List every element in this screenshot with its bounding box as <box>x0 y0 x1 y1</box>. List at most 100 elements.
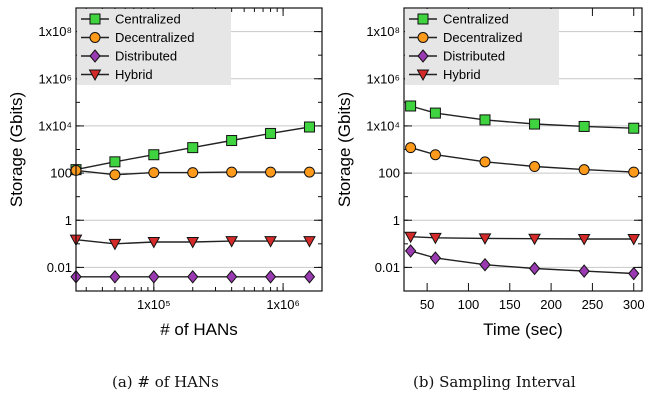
x-tick-label: 200 <box>540 297 562 312</box>
data-point-decentralized <box>226 166 238 178</box>
y-tick-label: 1x10⁶ <box>38 71 72 86</box>
x-tick-label: 300 <box>623 297 645 312</box>
y-tick-label: 0.01 <box>47 260 72 275</box>
series-line-decentralized <box>410 146 634 173</box>
data-point-distributed <box>264 270 277 284</box>
y-tick-label: 100 <box>50 166 72 181</box>
data-point-hybrid <box>264 236 277 248</box>
data-point-distributed <box>528 261 541 276</box>
data-point-distributed <box>225 270 238 284</box>
data-point-centralized <box>429 107 441 119</box>
data-point-centralized <box>529 118 541 130</box>
data-point-decentralized <box>405 142 417 154</box>
legend-marker-decentralized <box>417 32 429 43</box>
x-axis-label: Time (sec) <box>483 320 563 339</box>
data-point-decentralized <box>479 156 491 168</box>
x-tick-label: 150 <box>499 297 521 312</box>
panel-caption: (b) Sampling Interval <box>413 373 576 391</box>
legend-label-centralized: Centralized <box>443 12 509 27</box>
y-tick-label: 1x10⁴ <box>38 118 72 133</box>
data-point-centralized <box>265 127 277 139</box>
data-point-decentralized <box>303 166 315 178</box>
legend-marker-hybrid <box>416 69 430 82</box>
y-axis-label: Storage (Gbits) <box>7 92 26 207</box>
x-tick-label: 1x10⁵ <box>137 297 171 312</box>
data-point-centralized <box>303 121 315 133</box>
x-tick-label: 100 <box>458 297 480 312</box>
data-point-distributed <box>109 270 121 284</box>
legend-marker-distributed <box>89 49 101 63</box>
data-point-hybrid <box>528 233 541 246</box>
data-point-centralized <box>578 120 590 132</box>
legend-label-decentralized: Decentralized <box>115 30 195 45</box>
data-point-hybrid <box>303 236 316 248</box>
y-tick-label: 1x10⁶ <box>366 71 400 86</box>
series-line-distributed <box>410 250 634 275</box>
legend-box <box>405 9 559 85</box>
legend-marker-hybrid <box>88 69 102 82</box>
data-point-decentralized <box>187 167 199 179</box>
data-point-centralized <box>226 135 238 147</box>
data-point-hybrid <box>478 233 492 245</box>
data-point-hybrid <box>186 236 200 249</box>
data-point-distributed <box>148 270 160 284</box>
data-point-distributed <box>404 244 417 258</box>
data-point-centralized <box>187 142 199 154</box>
legend-label-distributed: Distributed <box>115 49 177 64</box>
panel-caption: (a) # of HANs <box>112 373 219 391</box>
data-point-decentralized <box>265 166 277 178</box>
legend-label-centralized: Centralized <box>115 12 181 27</box>
x-axis-label: # of HANs <box>160 320 237 339</box>
data-point-hybrid <box>108 238 122 251</box>
legend-marker-centralized <box>89 13 101 25</box>
data-point-centralized <box>628 122 640 134</box>
data-point-distributed <box>303 270 316 284</box>
data-point-hybrid <box>429 232 442 245</box>
plot-frame <box>403 7 643 292</box>
data-point-decentralized <box>529 161 541 173</box>
data-point-centralized <box>479 114 491 126</box>
data-point-decentralized <box>628 166 640 178</box>
data-point-distributed <box>578 264 590 278</box>
data-point-decentralized <box>578 164 590 176</box>
legend-label-distributed: Distributed <box>443 49 505 64</box>
y-tick-label: 100 <box>378 166 400 181</box>
data-point-hybrid <box>225 236 238 248</box>
legend-marker-decentralized <box>89 32 101 43</box>
data-point-centralized <box>405 100 417 112</box>
data-point-decentralized <box>148 167 160 179</box>
data-point-hybrid <box>404 231 417 244</box>
y-tick-label: 1x10⁸ <box>366 24 400 39</box>
data-point-decentralized <box>109 169 121 181</box>
legend-label-hybrid: Hybrid <box>115 67 153 82</box>
data-point-distributed <box>628 266 640 281</box>
x-tick-label: 250 <box>582 297 604 312</box>
panel-b: 0.01 1 100 1x10⁴ 1x10⁶ 1x10⁸ 50 100 150 200 250 300… <box>335 7 645 391</box>
y-axis-label: Storage (Gbits) <box>335 92 354 207</box>
y-tick-label: 1x10⁸ <box>38 24 72 39</box>
y-tick-label: 1 <box>65 213 72 228</box>
legend-label-hybrid: Hybrid <box>443 67 481 82</box>
series-line-centralized <box>410 105 634 129</box>
data-point-hybrid <box>577 234 591 246</box>
x-tick-label: 50 <box>420 297 434 312</box>
legend-label-decentralized: Decentralized <box>443 30 523 45</box>
legend-marker-distributed <box>417 49 429 63</box>
data-point-decentralized <box>429 149 441 161</box>
legend-box <box>77 9 231 85</box>
plot-frame <box>75 7 323 292</box>
y-tick-label: 1x10⁴ <box>366 118 400 133</box>
panel-a: 0.01 1 100 1x10⁴ 1x10⁶ 1x10⁸ 1x10⁵ 1x10⁶ Central… <box>7 7 323 391</box>
data-point-hybrid <box>147 236 161 249</box>
x-tick-label: 1x10⁶ <box>266 297 300 312</box>
data-point-distributed <box>187 270 199 284</box>
data-point-hybrid <box>627 234 641 246</box>
y-tick-label: 1 <box>393 213 400 228</box>
data-point-distributed <box>479 257 491 272</box>
data-point-centralized <box>109 156 121 168</box>
data-point-distributed <box>429 251 442 265</box>
y-tick-label: 0.01 <box>375 260 400 275</box>
data-point-centralized <box>148 149 160 161</box>
legend-marker-centralized <box>417 13 429 25</box>
